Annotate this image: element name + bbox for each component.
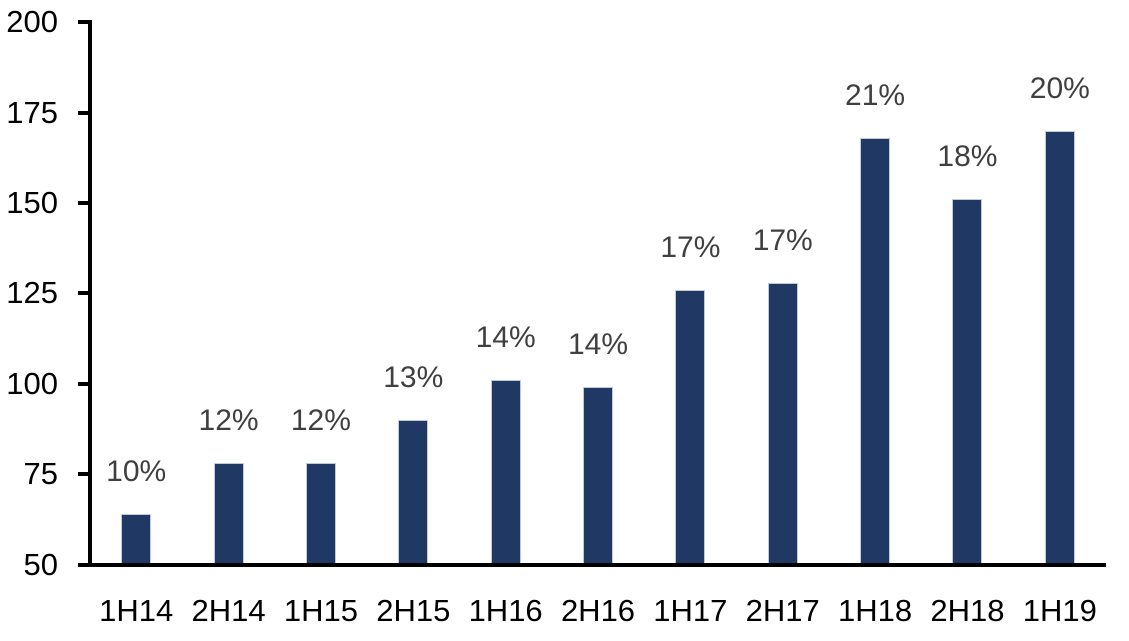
x-axis-category-label: 2H15 [376, 593, 451, 628]
bar [860, 137, 891, 563]
bar [1044, 130, 1075, 563]
bar-value-label: 14% [567, 328, 629, 362]
y-axis-tick-label: 75 [23, 456, 58, 492]
x-axis-category-label: 1H14 [99, 593, 174, 628]
x-axis-category-label: 1H19 [1022, 593, 1097, 628]
x-axis-category-label: 1H15 [283, 593, 358, 628]
bar-value-label: 17% [752, 223, 813, 257]
y-axis-tick-label: 175 [6, 94, 58, 130]
x-axis-category-label: 1H17 [653, 593, 728, 628]
x-axis-category-label: 2H14 [191, 593, 266, 628]
bar [675, 289, 706, 563]
x-axis-line [88, 563, 1106, 567]
bar [952, 199, 983, 563]
y-axis-tick-mark [78, 110, 88, 115]
y-axis-tick-label: 125 [6, 275, 58, 311]
bar-value-label: 12% [198, 404, 259, 438]
y-axis-tick-mark [78, 20, 88, 25]
bar [213, 463, 244, 563]
y-axis-tick-mark [78, 291, 88, 296]
bar [398, 419, 429, 563]
bar-value-label: 17% [660, 230, 721, 264]
y-axis-tick-mark [78, 472, 88, 477]
x-axis-category-label: 1H16 [468, 593, 543, 628]
x-axis-category-label: 1H18 [838, 593, 913, 628]
x-axis-category-label: 2H16 [560, 593, 636, 628]
bar [490, 380, 521, 563]
bar [305, 463, 336, 563]
bar-value-label: 10% [106, 454, 167, 488]
y-axis-tick-label: 200 [6, 4, 58, 40]
bar [767, 282, 798, 563]
bar-value-label: 13% [383, 360, 444, 394]
y-axis-tick-label: 50 [23, 546, 58, 582]
y-axis-tick-mark [78, 562, 88, 567]
y-axis-tick-label: 150 [6, 185, 58, 221]
y-axis-tick-mark [78, 201, 88, 206]
bar-value-label: 14% [475, 321, 536, 355]
bar [583, 387, 613, 563]
bar-value-label: 20% [1029, 71, 1090, 105]
x-axis-category-label: 2H18 [930, 593, 1005, 628]
x-axis-category-label: 2H17 [745, 593, 820, 628]
bar-value-label: 21% [845, 78, 906, 112]
bar-value-label: 12% [290, 404, 351, 438]
y-axis-line [88, 20, 92, 567]
bar-value-label: 18% [937, 140, 998, 174]
y-axis-tick-label: 100 [6, 365, 58, 401]
bar [121, 513, 152, 563]
y-axis-tick-mark [78, 381, 88, 386]
